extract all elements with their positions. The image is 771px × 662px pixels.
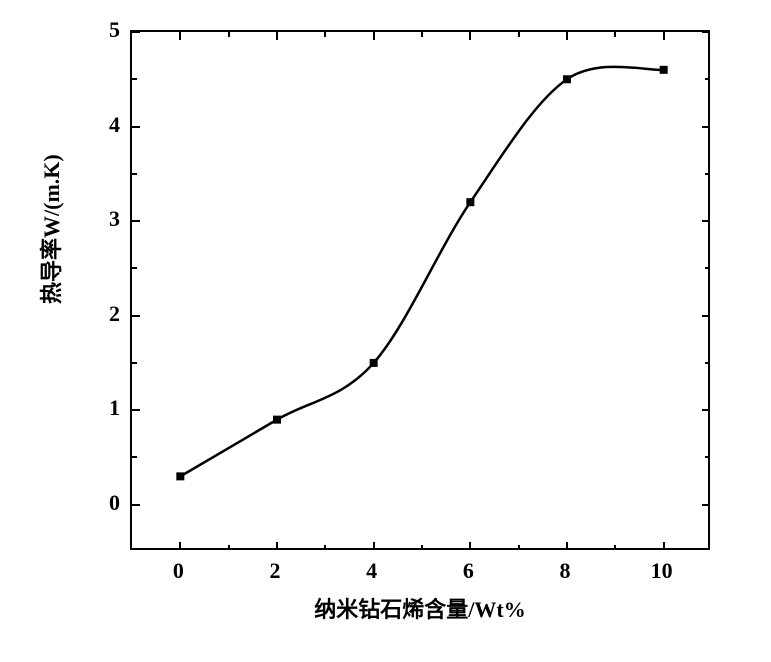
x-minor-tick [324, 545, 326, 550]
x-tick [373, 542, 375, 550]
y-minor-tick-right [705, 362, 710, 364]
y-tick [132, 31, 140, 33]
y-tick [132, 220, 140, 222]
data-marker [273, 416, 281, 424]
x-minor-tick-top [614, 32, 616, 37]
chart-container: 热导率W/(m.K) 纳米钻石烯含量/Wt% 0 1 2 3 4 5 0 2 4 6 8 10 [0, 0, 771, 662]
chart-svg [132, 32, 712, 552]
x-tick-label: 4 [352, 558, 392, 584]
data-marker [370, 359, 378, 367]
data-marker [176, 472, 184, 480]
y-minor-tick [132, 173, 137, 175]
x-minor-tick [421, 545, 423, 550]
x-minor-tick-top [421, 32, 423, 37]
x-tick-top [469, 32, 471, 40]
data-marker [660, 66, 668, 74]
x-tick-top [276, 32, 278, 40]
x-tick [566, 542, 568, 550]
x-tick-label: 8 [545, 558, 585, 584]
y-axis-label: 热导率W/(m.K) [34, 284, 66, 304]
x-axis-label: 纳米钻石烯含量/Wt% [270, 592, 570, 624]
x-minor-tick-top [518, 32, 520, 37]
x-minor-tick [518, 545, 520, 550]
series-line [180, 67, 663, 477]
y-tick-right [702, 315, 710, 317]
x-tick-top [566, 32, 568, 40]
y-tick-label: 4 [80, 112, 120, 138]
y-minor-tick-right [705, 173, 710, 175]
x-tick [276, 542, 278, 550]
y-tick-right [702, 126, 710, 128]
y-minor-tick [132, 362, 137, 364]
y-tick-label: 1 [80, 395, 120, 421]
x-minor-tick [228, 545, 230, 550]
x-tick-label: 2 [255, 558, 295, 584]
x-minor-tick-top [228, 32, 230, 37]
y-tick [132, 315, 140, 317]
plot-area [130, 30, 710, 550]
data-marker [466, 198, 474, 206]
x-tick-top [179, 32, 181, 40]
y-tick-right [702, 409, 710, 411]
y-tick-label: 3 [80, 206, 120, 232]
y-tick-label: 2 [80, 301, 120, 327]
y-tick-right [702, 504, 710, 506]
y-tick-right [702, 31, 710, 33]
y-minor-tick [132, 456, 137, 458]
y-minor-tick-right [705, 456, 710, 458]
y-tick-right [702, 220, 710, 222]
x-tick [469, 542, 471, 550]
y-minor-tick-right [705, 267, 710, 269]
y-tick [132, 409, 140, 411]
y-tick [132, 504, 140, 506]
x-minor-tick-top [324, 32, 326, 37]
y-tick [132, 126, 140, 128]
y-tick-label: 5 [80, 17, 120, 43]
data-marker [563, 75, 571, 83]
y-tick-label: 0 [80, 490, 120, 516]
x-tick [663, 542, 665, 550]
y-minor-tick [132, 267, 137, 269]
x-tick-top [373, 32, 375, 40]
x-tick [179, 542, 181, 550]
x-tick-label: 0 [158, 558, 198, 584]
x-tick-label: 6 [448, 558, 488, 584]
x-tick-top [663, 32, 665, 40]
x-minor-tick [614, 545, 616, 550]
y-minor-tick [132, 78, 137, 80]
x-tick-label: 10 [642, 558, 682, 584]
y-minor-tick-right [705, 78, 710, 80]
